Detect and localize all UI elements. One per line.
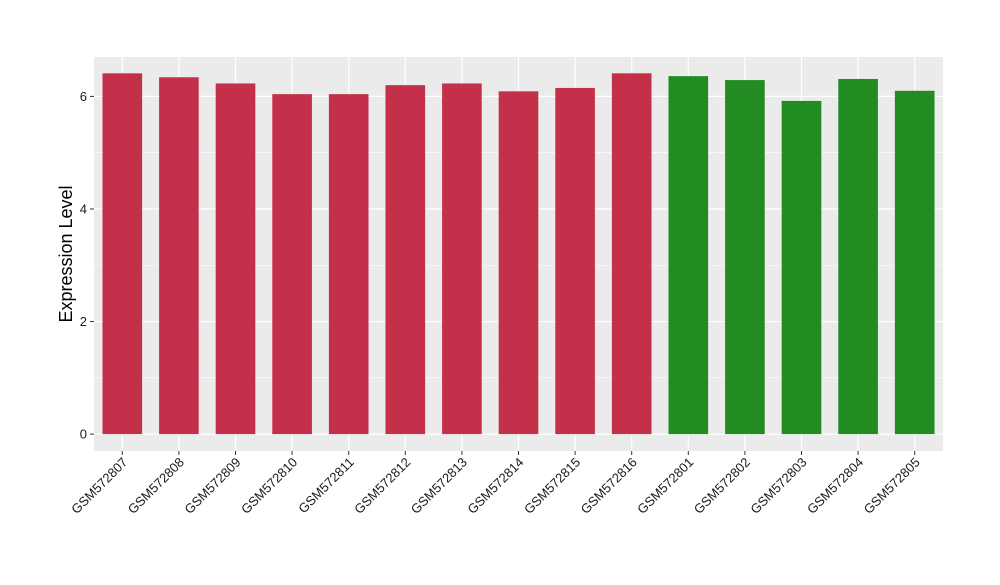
y-tick-label: 0 <box>80 427 87 442</box>
x-tick-label: GSM572816 <box>578 455 640 517</box>
x-tick-label: GSM572813 <box>408 455 470 517</box>
y-tick-label: 2 <box>80 314 87 329</box>
x-tick-label: GSM572814 <box>464 455 526 517</box>
x-tick-label: GSM572810 <box>238 455 300 517</box>
x-tick-label: GSM572805 <box>861 455 923 517</box>
x-axis: GSM572807GSM572808GSM572809GSM572810GSM5… <box>68 451 923 517</box>
x-tick-label: GSM572811 <box>295 455 357 517</box>
bar-GSM572803 <box>781 100 822 435</box>
bar-GSM572802 <box>725 80 765 435</box>
x-tick-label: GSM572815 <box>521 455 583 517</box>
bars <box>102 73 935 435</box>
bar-GSM572815 <box>555 87 595 435</box>
bar-GSM572801 <box>668 76 709 435</box>
x-tick-label: GSM572807 <box>68 455 130 517</box>
bar-GSM572814 <box>498 91 539 435</box>
bar-GSM572811 <box>328 94 369 435</box>
bar-GSM572809 <box>215 83 256 435</box>
x-tick-label: GSM572808 <box>125 455 187 517</box>
bar-GSM572813 <box>442 83 482 435</box>
x-tick-label: GSM572803 <box>747 455 809 517</box>
bar-GSM572816 <box>611 73 652 435</box>
bar-GSM572812 <box>385 85 426 435</box>
x-tick-label: GSM572809 <box>181 455 243 517</box>
y-tick-label: 4 <box>80 201 87 216</box>
y-axis: 0 2 4 6 <box>80 89 94 442</box>
x-tick-label: GSM572801 <box>634 455 696 517</box>
x-tick-label: GSM572804 <box>804 455 866 517</box>
bar-GSM572807 <box>102 73 143 435</box>
bar-GSM572805 <box>894 90 935 435</box>
bar-GSM572804 <box>838 78 878 435</box>
bar-GSM572808 <box>159 77 199 435</box>
bar-GSM572810 <box>272 94 312 435</box>
x-tick-label: GSM572802 <box>691 455 753 517</box>
y-axis-title: Expression Level <box>56 185 76 322</box>
x-tick-label: GSM572812 <box>351 455 413 517</box>
y-tick-label: 6 <box>80 89 87 104</box>
